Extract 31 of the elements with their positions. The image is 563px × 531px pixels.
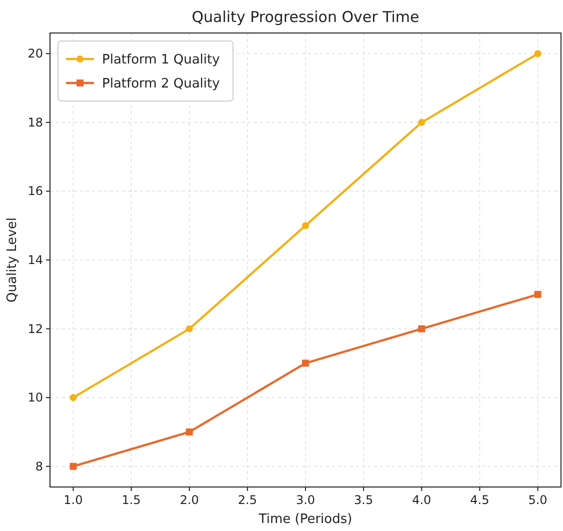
point (70, 394, 77, 402)
point (418, 325, 426, 332)
point (302, 360, 309, 367)
legend-label: Platform 2 Quality (102, 76, 220, 92)
y-axis-title: Quality Level (5, 218, 20, 302)
x-tick-label: 4.0 (412, 493, 432, 507)
x-tick-label: 4.5 (470, 493, 490, 507)
chart-title: Quality Progression Over Time (192, 8, 420, 26)
point (534, 50, 542, 58)
y-tick-label: 14 (28, 253, 43, 267)
point (302, 222, 309, 230)
x-tick-label: 1.5 (122, 493, 141, 507)
legend-label: Platform 1 Quality (102, 52, 220, 68)
y-tick-label: 12 (28, 322, 43, 336)
point (534, 290, 542, 298)
y-tick-label: 10 (28, 390, 43, 405)
y-tick-label: 20 (28, 46, 43, 61)
x-axis-title: Time (Periods) (258, 512, 352, 527)
x-tick-label: 5.0 (528, 493, 548, 507)
x-tick-label: 1.0 (64, 493, 83, 507)
x-tick-label: 2.5 (238, 493, 257, 507)
x-tick-label: 3.0 (296, 493, 316, 507)
x-tick-label: 3.5 (354, 493, 374, 507)
x-tick-label: 2.0 (180, 493, 199, 507)
point (70, 462, 77, 470)
y-tick-label: 18 (28, 115, 43, 130)
y-tick-label: 16 (28, 184, 43, 198)
point (186, 428, 193, 436)
y-tick-label: 8 (35, 459, 43, 474)
point (186, 325, 193, 332)
point (418, 118, 426, 126)
